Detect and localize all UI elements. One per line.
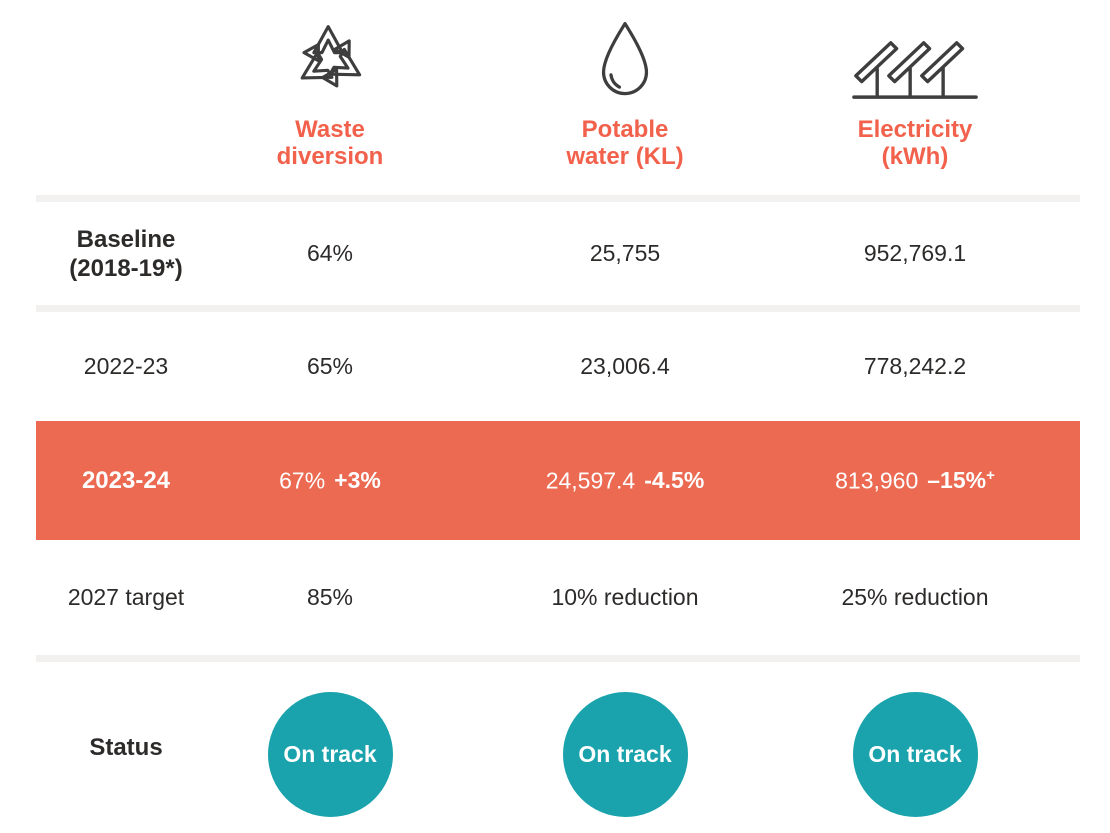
cell-value: 813,960: [835, 467, 919, 494]
column-title-line2: water (KL): [566, 143, 684, 170]
column-title-line2: diversion: [276, 143, 384, 170]
table-row-2022-23: 2022-23 65% 23,006.4 778,242.2: [36, 312, 1080, 421]
column-title-line2: (kWh): [881, 143, 949, 170]
column-title-line1: Potable: [581, 116, 669, 143]
row-label-line2: (2018-19*): [69, 254, 183, 282]
table-row-baseline: Baseline (2018-19*) 64% 25,755 952,769.1: [36, 202, 1080, 305]
table-cell: 10% reduction: [551, 584, 699, 610]
row-label: 2023-24: [81, 466, 171, 494]
table-cell: 65%: [306, 353, 354, 379]
divider: [36, 305, 1080, 312]
recycle-icon: [216, 6, 444, 102]
header-spacer: [36, 6, 216, 170]
water-drop-icon: [444, 6, 806, 102]
table-cell: 25% reduction: [841, 584, 989, 610]
column-title-line1: Waste: [295, 116, 365, 143]
table-cell: 813,960 –15%+: [806, 467, 1024, 495]
table-row-2027-target: 2027 target 85% 10% reduction 25% reduct…: [36, 540, 1080, 655]
column-title: Potable water (KL): [444, 116, 806, 170]
cell-delta: -4.5%: [644, 467, 705, 494]
row-label-status: Status: [89, 734, 163, 761]
column-title-line1: Electricity: [857, 116, 973, 143]
table-row-2023-24-highlighted: 2023-24 67% +3% 24,597.4 -4.5% 813,960 –15%…: [36, 421, 1080, 540]
sustainability-table: Waste diversion Potable water (KL): [36, 0, 1080, 833]
cell-delta: –15%: [927, 467, 987, 494]
table-cell: 67% +3%: [216, 467, 444, 495]
cell-delta: +3%: [334, 467, 381, 494]
table-cell: 23,006.4: [580, 353, 670, 379]
column-title: Waste diversion: [216, 116, 444, 170]
table-cell: 64%: [306, 240, 354, 266]
status-badge: On track: [267, 692, 393, 817]
row-label: 2027 target: [67, 584, 185, 610]
column-header-waste-diversion: Waste diversion: [216, 6, 444, 170]
row-label-line1: Baseline: [76, 225, 176, 253]
status-badge: On track: [562, 692, 688, 817]
table-cell: 85%: [306, 584, 354, 610]
table-cell: On track: [444, 678, 806, 817]
cell-value: 24,597.4: [545, 467, 636, 494]
row-label-baseline: Baseline (2018-19*): [36, 225, 216, 283]
column-header-potable-water: Potable water (KL): [444, 6, 806, 170]
table-cell: 24,597.4 -4.5%: [444, 467, 806, 495]
column-header-electricity: Electricity (kWh): [806, 6, 1024, 170]
table-row-status: Status On track On track On track: [36, 662, 1080, 833]
cell-superscript: +: [986, 466, 995, 484]
row-label: 2022-23: [83, 353, 169, 379]
divider: [36, 655, 1080, 662]
table-cell: On track: [216, 678, 444, 817]
table-cell: On track: [806, 678, 1024, 817]
table-cell: 778,242.2: [863, 353, 967, 379]
cell-value: 67%: [279, 467, 326, 494]
divider: [36, 195, 1080, 202]
table-header: Waste diversion Potable water (KL): [36, 0, 1080, 170]
table-cell: 25,755: [589, 240, 661, 266]
column-title: Electricity (kWh): [806, 116, 1024, 170]
solar-panels-icon: [806, 6, 1024, 102]
table-cell: 952,769.1: [863, 240, 967, 266]
status-badge: On track: [852, 692, 978, 817]
